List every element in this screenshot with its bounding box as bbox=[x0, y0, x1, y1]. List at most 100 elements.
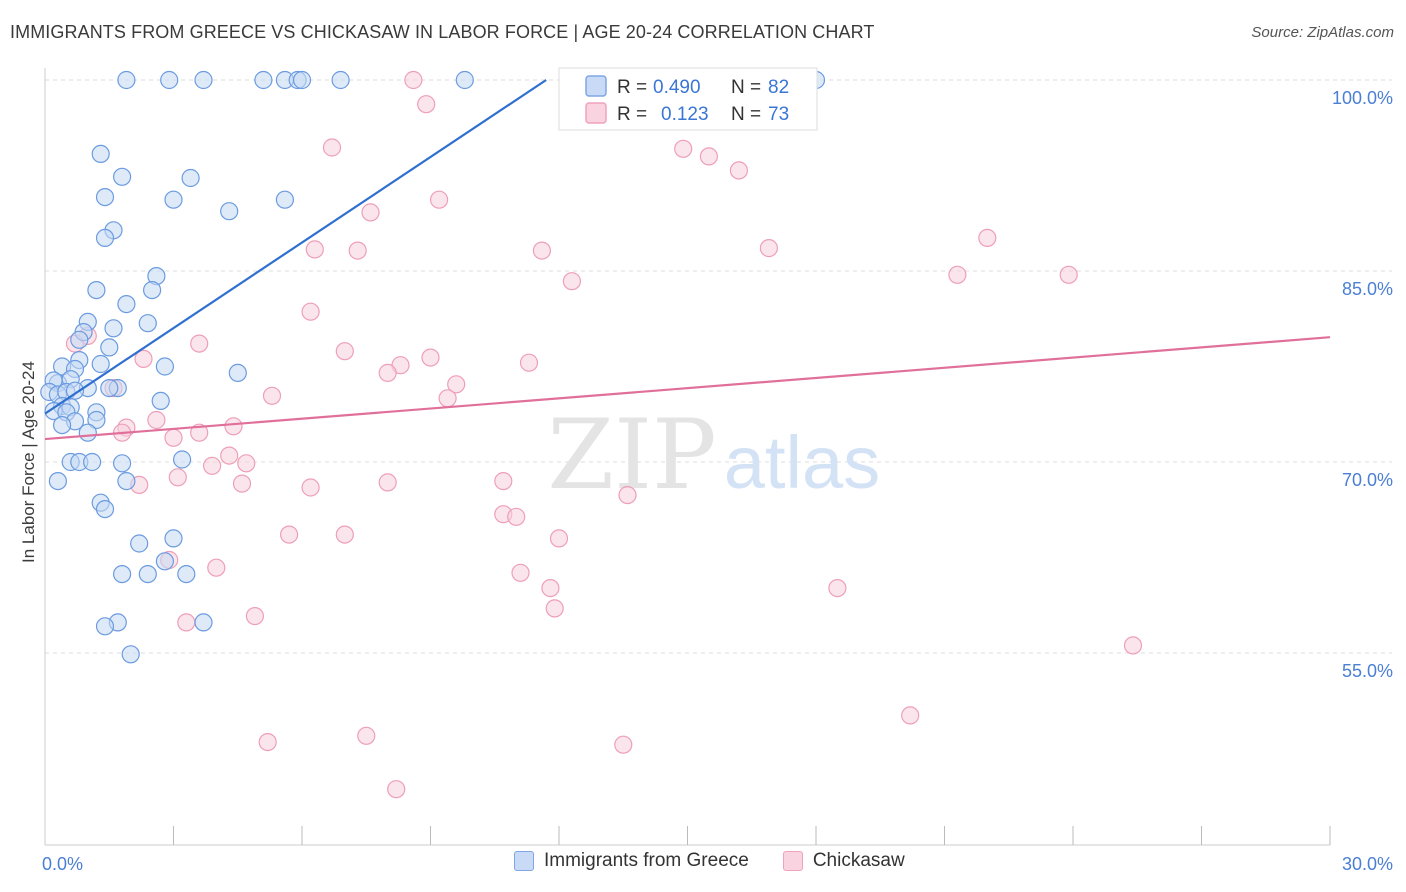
stats-pink-n-value: 73 bbox=[768, 104, 789, 125]
chart-title: IMMIGRANTS FROM GREECE VS CHICKASAW IN L… bbox=[10, 22, 875, 42]
greece-point-63 bbox=[95, 500, 115, 519]
stats-box: R = 0.490 N = 82 R = 0.123 N = 73 bbox=[558, 67, 818, 131]
greece-point-13 bbox=[95, 188, 115, 207]
chickasaw-point-56 bbox=[541, 578, 560, 598]
greece-point-73 bbox=[121, 645, 140, 664]
greece-point-31 bbox=[155, 357, 174, 376]
chickasaw-point-59 bbox=[245, 606, 264, 626]
stats-blue-r-value: 0.490 bbox=[653, 77, 701, 98]
chickasaw-point-63 bbox=[357, 726, 376, 745]
watermark: ZIP atlas bbox=[547, 399, 880, 511]
greece-point-71 bbox=[194, 613, 213, 632]
x-tick-label-1: 30.0% bbox=[1342, 854, 1393, 874]
greece-point-25 bbox=[104, 319, 123, 338]
legend-label-chickasaw: Chickasaw bbox=[812, 850, 905, 871]
source-note: Source: ZipAtlas.com bbox=[1251, 24, 1394, 41]
greece-point-16 bbox=[275, 190, 294, 209]
chickasaw-point-10 bbox=[978, 228, 997, 247]
chickasaw-point-30 bbox=[262, 386, 282, 405]
chickasaw-point-12 bbox=[348, 241, 367, 260]
axes bbox=[44, 68, 1331, 846]
greece-point-45 bbox=[151, 391, 170, 410]
greece-point-52 bbox=[87, 410, 106, 430]
stats-blue-n-label: N = bbox=[731, 77, 761, 98]
chickasaw-point-62 bbox=[901, 706, 920, 725]
chickasaw-point-47 bbox=[618, 486, 637, 505]
legend-label-greece: Immigrants from Greece bbox=[544, 850, 749, 871]
chickasaw-point-51 bbox=[280, 525, 299, 544]
chickasaw-point-61 bbox=[1123, 636, 1143, 655]
greece-point-21 bbox=[143, 281, 162, 300]
chickasaw-point-11 bbox=[305, 240, 324, 259]
greece-point-28 bbox=[100, 338, 119, 357]
greece-point-27 bbox=[70, 330, 89, 349]
chickasaw-point-66 bbox=[387, 780, 406, 799]
chickasaw-point-17 bbox=[1059, 265, 1078, 284]
greece-point-68 bbox=[138, 564, 157, 584]
chickasaw-point-40 bbox=[203, 456, 222, 475]
legend-item-greece: Immigrants from Greece bbox=[514, 850, 749, 872]
y-tick-label-2: 70.0% bbox=[1342, 470, 1393, 490]
greece-point-18 bbox=[95, 228, 115, 247]
y-tick-label-0: 100.0% bbox=[1332, 88, 1393, 108]
chickasaw-point-22 bbox=[335, 342, 354, 361]
chickasaw-point-26 bbox=[519, 353, 539, 372]
chickasaw-point-8 bbox=[430, 190, 449, 209]
chickasaw-point-13 bbox=[532, 241, 552, 260]
greece-point-57 bbox=[82, 452, 102, 472]
greece-point-20 bbox=[87, 281, 106, 300]
greece-point-3 bbox=[254, 70, 273, 90]
chickasaw-point-14 bbox=[759, 239, 779, 258]
chickasaw-point-31 bbox=[438, 389, 457, 408]
chickasaw-point-52 bbox=[549, 529, 569, 548]
chickasaw-point-49 bbox=[507, 507, 526, 526]
chickasaw-point-45 bbox=[494, 472, 513, 491]
chickasaw-point-42 bbox=[232, 474, 252, 493]
legend-item-chickasaw: Chickasaw bbox=[782, 850, 905, 872]
y-tick-label-1: 85.0% bbox=[1342, 279, 1393, 299]
chickasaw-point-18 bbox=[301, 302, 320, 321]
chickasaw-point-64 bbox=[258, 732, 277, 752]
greece-point-0 bbox=[117, 70, 136, 90]
source-label: Source: bbox=[1251, 24, 1304, 41]
greece-point-67 bbox=[112, 564, 132, 584]
stats-pink-n-label: N = bbox=[731, 104, 761, 125]
chickasaw-trend-line bbox=[44, 336, 1331, 441]
greece-point-1 bbox=[160, 70, 179, 90]
chickasaw-point-5 bbox=[322, 138, 342, 157]
greece-point-66 bbox=[155, 552, 174, 571]
chickasaw-point-38 bbox=[220, 446, 239, 465]
greece-point-59 bbox=[173, 450, 192, 469]
chickasaw-point-41 bbox=[168, 468, 187, 487]
stats-pink-r-label: R = bbox=[617, 104, 647, 125]
stats-blue-n-value: 82 bbox=[768, 77, 789, 98]
chickasaw-point-44 bbox=[378, 473, 397, 492]
chickasaw-point-7 bbox=[729, 161, 749, 180]
greece-point-72 bbox=[95, 617, 115, 636]
greece-point-60 bbox=[48, 472, 68, 491]
greece-point-6 bbox=[292, 70, 312, 90]
greece-point-30 bbox=[91, 354, 110, 374]
watermark-atlas: atlas bbox=[724, 421, 880, 504]
chickasaw-point-27 bbox=[378, 363, 397, 382]
chickasaw-point-4 bbox=[674, 139, 693, 158]
greece-point-12 bbox=[181, 168, 200, 188]
chickasaw-point-23 bbox=[134, 349, 153, 368]
chickasaw-point-32 bbox=[147, 410, 166, 430]
greece-point-64 bbox=[130, 534, 149, 553]
chickasaw-point-43 bbox=[301, 478, 320, 497]
greece-point-39 bbox=[100, 379, 119, 398]
chickasaw-point-9 bbox=[361, 203, 380, 222]
chickasaw-point-25 bbox=[421, 348, 440, 367]
y-tick-label-3: 55.0% bbox=[1342, 661, 1393, 681]
chickasaw-point-21 bbox=[190, 334, 209, 353]
greece-point-10 bbox=[91, 144, 110, 163]
chickasaw-point-0 bbox=[404, 70, 423, 90]
stats-pink-r-value: 0.123 bbox=[661, 104, 709, 125]
greece-point-15 bbox=[220, 202, 239, 221]
greece-point-53 bbox=[52, 416, 72, 435]
chickasaw-point-36 bbox=[190, 423, 209, 442]
stats-pink-swatch bbox=[585, 102, 607, 124]
greece-point-69 bbox=[177, 564, 196, 584]
greece-point-58 bbox=[112, 454, 132, 473]
